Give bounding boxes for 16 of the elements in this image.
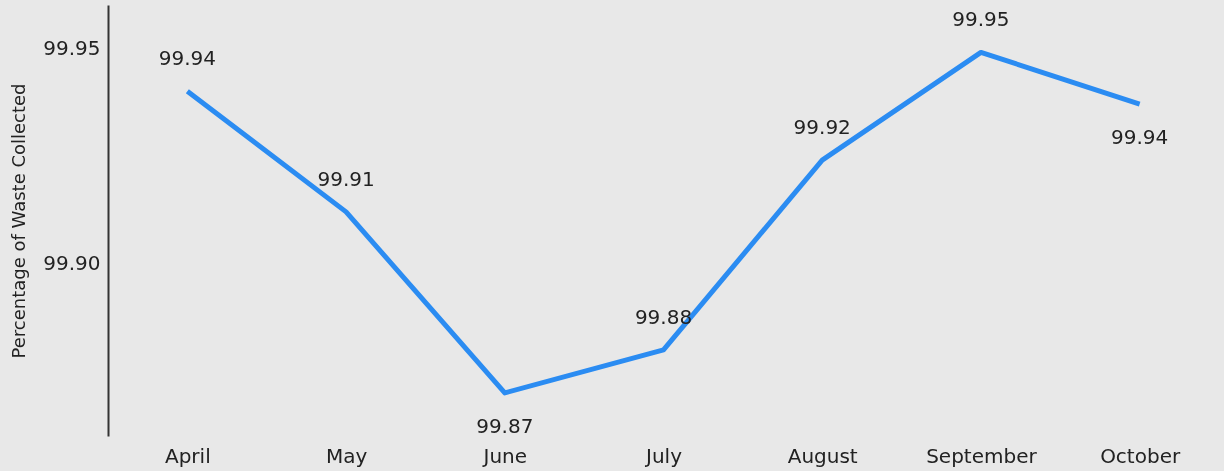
x-tick-label: July — [644, 443, 683, 468]
data-label: 99.94 — [1111, 125, 1169, 150]
x-tick-label: May — [325, 443, 368, 468]
x-tick-label: September — [926, 443, 1038, 468]
data-label: 99.91 — [317, 166, 375, 191]
data-label: 99.87 — [476, 413, 534, 438]
data-label: 99.95 — [952, 7, 1010, 32]
x-tick-label: June — [481, 443, 528, 468]
x-tick-label: August — [787, 443, 858, 468]
x-tick-label: October — [1100, 443, 1181, 468]
data-label: 99.92 — [793, 115, 851, 140]
x-tick-label: April — [165, 443, 211, 468]
data-label: 99.88 — [634, 304, 693, 329]
data-label: 99.94 — [158, 46, 216, 71]
y-axis-title: Percentage of Waste Collected — [8, 83, 30, 359]
y-tick-label: 99.90 — [43, 251, 101, 276]
